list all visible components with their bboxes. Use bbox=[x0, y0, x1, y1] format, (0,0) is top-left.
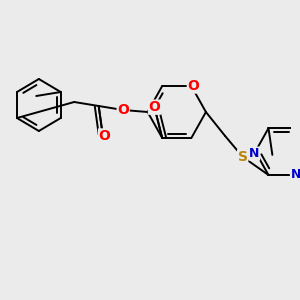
Text: O: O bbox=[117, 103, 129, 117]
Text: N: N bbox=[290, 169, 300, 182]
Text: S: S bbox=[238, 150, 248, 164]
Text: O: O bbox=[148, 100, 160, 114]
Text: O: O bbox=[99, 129, 110, 143]
Text: O: O bbox=[188, 79, 199, 93]
Text: N: N bbox=[249, 147, 260, 160]
